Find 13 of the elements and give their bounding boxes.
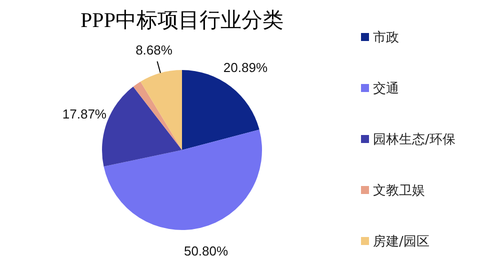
data-label: 8.68% <box>136 42 173 58</box>
pie-slice <box>140 70 182 150</box>
data-label: 20.89% <box>223 60 268 76</box>
pie-slice <box>133 82 182 150</box>
chart-title: PPP中标项目行业分类 <box>80 8 284 32</box>
legend-label: 市政 <box>373 30 399 46</box>
legend-label: 文教卫娱 <box>373 184 425 199</box>
data-label: 50.80% <box>184 244 229 259</box>
data-label: 17.87% <box>62 106 107 122</box>
legend-label: 园林生态/环保 <box>373 132 456 148</box>
pie-slice <box>104 130 262 230</box>
legend-label: 房建/园区 <box>373 234 430 250</box>
legend-label: 交通 <box>373 80 399 97</box>
